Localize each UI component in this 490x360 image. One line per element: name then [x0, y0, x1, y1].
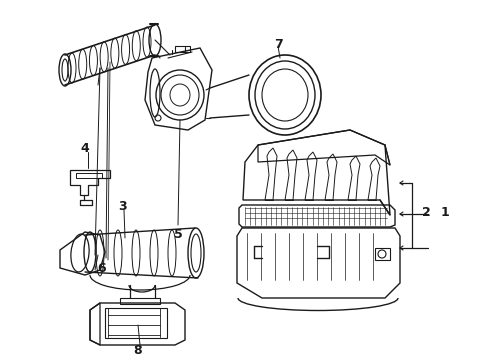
Bar	[120, 298, 160, 304]
Text: 1: 1	[441, 206, 449, 219]
Text: 8: 8	[134, 343, 142, 356]
Text: 6: 6	[98, 261, 106, 274]
Bar	[76, 173, 102, 178]
Text: 5: 5	[173, 229, 182, 242]
Text: 3: 3	[118, 201, 126, 213]
Bar	[105, 308, 167, 338]
Bar	[375, 248, 390, 260]
Text: 4: 4	[81, 141, 89, 154]
Text: 7: 7	[273, 37, 282, 50]
Text: 2: 2	[421, 206, 430, 219]
Bar	[175, 46, 190, 52]
